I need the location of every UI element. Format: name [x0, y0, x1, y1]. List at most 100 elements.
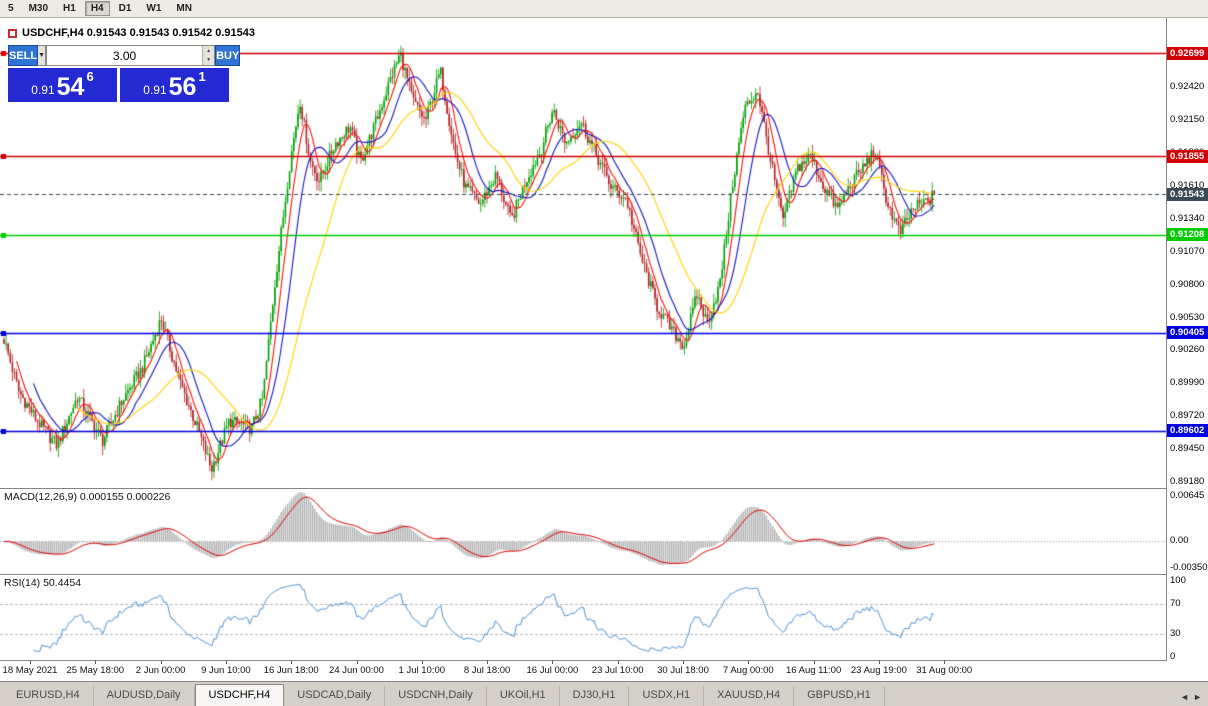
tf-button-h4[interactable]: H4	[84, 1, 110, 16]
time-axis-tick	[748, 661, 750, 664]
price-scale-label: 0.89450	[1170, 443, 1205, 455]
price-level-tag: 0.89602	[1167, 424, 1208, 438]
macd-scale-label: 0.00645	[1170, 490, 1205, 501]
volume-input[interactable]	[47, 46, 203, 65]
tab-usdchf-h4[interactable]: USDCHF,H4	[194, 684, 285, 706]
sell-price-big: 54	[56, 73, 85, 101]
chart-region: USDCHF,H4 0.91543 0.91543 0.91542 0.9154…	[0, 18, 1208, 681]
tab-scroll-right-icon[interactable]: ►	[1193, 692, 1202, 702]
tf-button-m30[interactable]: M30	[23, 1, 54, 16]
time-axis-label: 16 Jul 00:00	[526, 665, 579, 676]
tab-usdx-h1[interactable]: USDX,H1	[629, 686, 705, 706]
buy-price-display[interactable]: 0.91 56 1	[120, 68, 229, 102]
tab-xauusd-h4[interactable]: XAUUSD,H4	[704, 686, 795, 706]
price-level-tag: 0.90405	[1167, 326, 1208, 340]
time-axis-tick	[291, 661, 293, 664]
chart-icon	[8, 28, 17, 38]
tab-gbpusd-h1[interactable]: GBPUSD,H1	[794, 686, 885, 706]
time-axis-tick	[487, 661, 489, 664]
price-scale[interactable]: 0.924200.921500.918800.916100.913400.910…	[1167, 18, 1208, 661]
time-axis-tick	[617, 661, 619, 664]
macd-scale-label: -0.00350	[1170, 562, 1208, 573]
price-level-tag: 0.92699	[1167, 46, 1208, 60]
pane-divider-main-macd[interactable]	[0, 488, 1208, 489]
volume-spinner: ▲ ▼	[202, 46, 215, 65]
price-scale-label: 0.89720	[1170, 410, 1205, 422]
tab-dj30-h1[interactable]: DJ30,H1	[560, 686, 630, 706]
one-click-controls: SELL ▼ ▲ ▼ BUY	[8, 45, 241, 66]
volume-down-icon[interactable]: ▼	[203, 55, 215, 65]
time-axis-tick	[552, 661, 554, 664]
sell-price-sup: 6	[86, 69, 94, 84]
volume-field-wrap: ▲ ▼	[46, 45, 216, 66]
buy-price-sup: 1	[198, 69, 206, 84]
price-scale-divider	[1166, 18, 1167, 661]
time-axis-tick	[30, 661, 31, 664]
price-scale-label: 0.92150	[1170, 114, 1205, 126]
time-axis-tick	[356, 661, 358, 664]
price-scale-label: 0.91070	[1170, 245, 1205, 257]
time-axis-tick	[683, 661, 684, 664]
tf-button-mn[interactable]: MN	[170, 1, 198, 16]
price-scale-label: 0.91340	[1170, 212, 1205, 224]
macd-label: MACD(12,26,9) 0.000155 0.000226	[4, 491, 171, 503]
time-axis-tick	[421, 661, 423, 664]
time-axis-label: 7 Aug 00:00	[722, 665, 774, 676]
sell-price-display[interactable]: 0.91 54 6	[8, 68, 117, 102]
tab-eurusd-h4[interactable]: EURUSD,H4	[3, 686, 94, 706]
time-axis[interactable]: 18 May 2021 25 May 18:00 2 Jun 00:00 9 Jun …	[0, 661, 1166, 681]
buy-button[interactable]: BUY	[215, 45, 241, 66]
tab-ukoil-h1[interactable]: UKOil,H1	[487, 686, 560, 706]
time-axis-label: 8 Jul 18:00	[463, 665, 511, 676]
time-axis-label: 18 May 2021	[2, 665, 58, 676]
chart-title: USDCHF,H4 0.91543 0.91543 0.91542 0.9154…	[8, 27, 255, 39]
tf-button-w1[interactable]: W1	[140, 1, 167, 16]
rsi-indicator-canvas[interactable]	[0, 575, 1166, 660]
time-axis-label: 9 Jun 10:00	[201, 665, 251, 676]
volume-dropdown-icon[interactable]: ▼	[38, 45, 47, 66]
tab-usdcnh-daily[interactable]: USDCNH,Daily	[385, 686, 487, 706]
price-scale-label: 0.90530	[1170, 311, 1205, 323]
price-scale-label: 0.91610	[1170, 180, 1205, 192]
tab-navigation: ◄ ►	[1180, 692, 1208, 706]
macd-indicator-canvas[interactable]	[0, 489, 1166, 574]
time-axis-label: 31 Aug 00:00	[916, 665, 973, 676]
price-level-tag: 0.91855	[1167, 149, 1208, 163]
one-click-trading-panel: SELL ▼ ▲ ▼ BUY 0.91 54 6 0.9	[8, 45, 241, 102]
time-axis-tick	[878, 661, 880, 664]
time-axis-tick	[944, 661, 946, 664]
volume-up-icon[interactable]: ▲	[203, 46, 215, 56]
rsi-scale-label: 100	[1170, 575, 1186, 586]
chart-title-text: USDCHF,H4 0.91543 0.91543 0.91542 0.9154…	[22, 27, 256, 39]
time-axis-label: 16 Aug 11:00	[785, 665, 842, 676]
timeframe-toolbar: 5 M30 H1 H4 D1 W1 MN	[0, 0, 1208, 18]
macd-scale-label: 0.00	[1170, 535, 1189, 547]
time-axis-tick	[225, 661, 227, 664]
tf-button-h1[interactable]: H1	[57, 1, 82, 16]
time-axis-tick	[95, 661, 97, 664]
time-axis-label: 25 May 18:00	[66, 665, 125, 676]
time-axis-label: 23 Aug 19:00	[850, 665, 907, 676]
buy-price-prefix: 0.91	[143, 83, 167, 97]
tab-usdcad-daily[interactable]: USDCAD,Daily	[284, 686, 386, 706]
time-axis-label: 30 Jul 18:00	[657, 665, 709, 676]
sell-button[interactable]: SELL	[8, 45, 39, 66]
chart-tab-bar: EURUSD,H4 AUDUSD,Daily USDCHF,H4 USDCAD,…	[0, 681, 1208, 706]
time-axis-label: 1 Jul 10:00	[398, 665, 446, 676]
tf-button-m5[interactable]: 5	[2, 1, 20, 16]
price-scale-label: 0.89990	[1170, 377, 1205, 389]
pane-divider-macd-rsi[interactable]	[0, 574, 1208, 575]
rsi-scale-label: 70	[1170, 597, 1181, 609]
time-axis-label: 23 Jul 10:00	[591, 665, 644, 676]
price-level-tag: 0.91208	[1167, 228, 1208, 242]
one-click-prices: 0.91 54 6 0.91 56 1	[8, 68, 229, 102]
tf-button-d1[interactable]: D1	[113, 1, 138, 16]
time-axis-label: 24 Jun 00:00	[329, 665, 384, 676]
rsi-scale-label: 0	[1170, 651, 1176, 661]
time-axis-label: 16 Jun 18:00	[263, 665, 319, 676]
tab-scroll-left-icon[interactable]: ◄	[1180, 692, 1190, 702]
tab-audusd-daily[interactable]: AUDUSD,Daily	[94, 686, 195, 706]
price-scale-label: 0.89180	[1170, 475, 1205, 487]
price-scale-label: 0.92420	[1170, 81, 1205, 93]
